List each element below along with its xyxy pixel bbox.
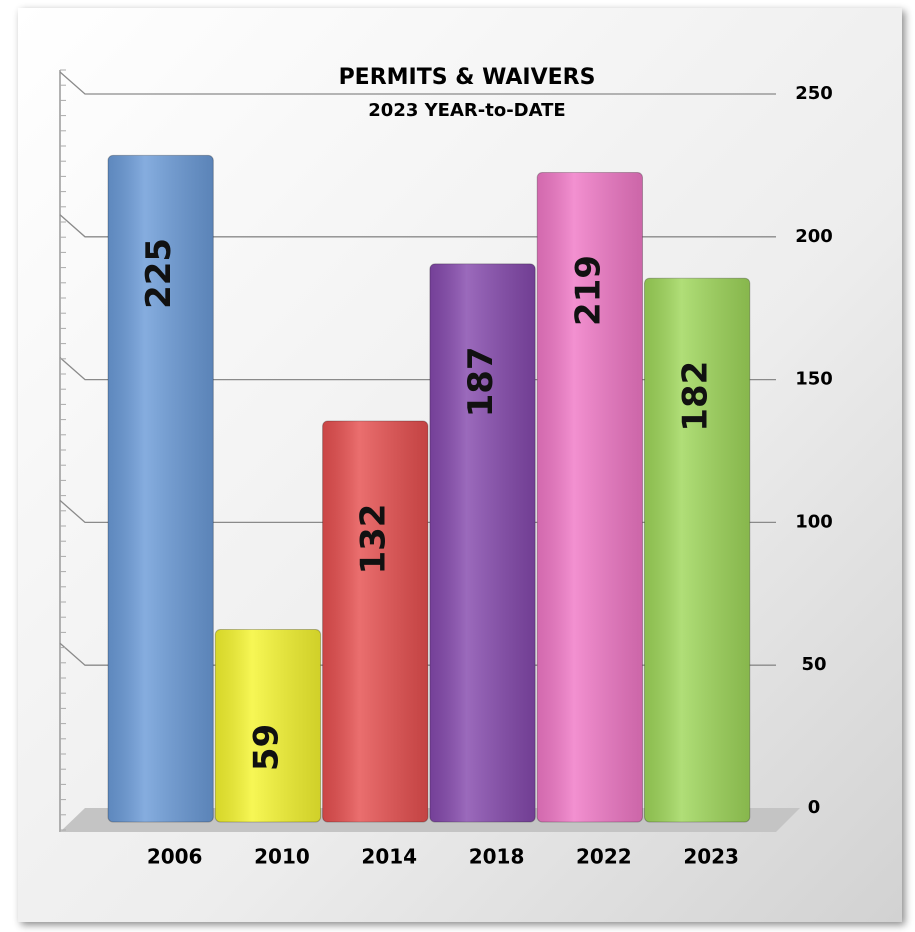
grid-line: [59, 71, 776, 95]
data-label: 187: [461, 346, 501, 417]
data-label: 132: [354, 504, 394, 575]
data-label: 219: [568, 255, 608, 326]
x-tick-label: 2006: [147, 845, 203, 869]
y-tick-label: 100: [795, 511, 833, 532]
chart-title: PERMITS & WAIVERS: [339, 65, 596, 90]
chart-subtitle: 2023 YEAR-to-DATE: [368, 100, 565, 121]
bar-shine: [644, 278, 750, 822]
x-tick-label: 2014: [361, 845, 417, 869]
y-tick-label: 50: [801, 654, 826, 675]
data-label: 225: [139, 238, 179, 309]
bar-shine: [429, 263, 536, 823]
y-tick-label: 0: [808, 797, 821, 818]
x-tick-label: 2010: [254, 845, 310, 869]
data-label: 59: [246, 724, 286, 771]
x-tick-label: 2018: [469, 845, 525, 869]
y-tick-label: 250: [795, 83, 833, 104]
y-tick-label: 200: [795, 226, 833, 247]
bar-shine: [322, 421, 428, 822]
x-tick-label: 2023: [683, 845, 739, 869]
x-tick-label: 2022: [576, 845, 632, 869]
bar-shine: [108, 155, 214, 822]
y-tick-label: 150: [795, 369, 833, 390]
bar-shine: [537, 172, 643, 822]
bar-shine: [215, 629, 321, 822]
data-label: 182: [676, 361, 716, 432]
